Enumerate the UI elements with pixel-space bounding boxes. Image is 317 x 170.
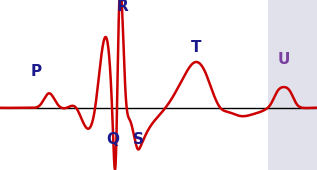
- Text: S: S: [133, 132, 143, 147]
- Text: T: T: [191, 40, 202, 55]
- Text: U: U: [277, 52, 290, 67]
- Text: P: P: [31, 64, 42, 79]
- Text: R: R: [116, 0, 128, 14]
- Bar: [268, 0, 317, 170]
- Text: Q: Q: [106, 132, 119, 147]
